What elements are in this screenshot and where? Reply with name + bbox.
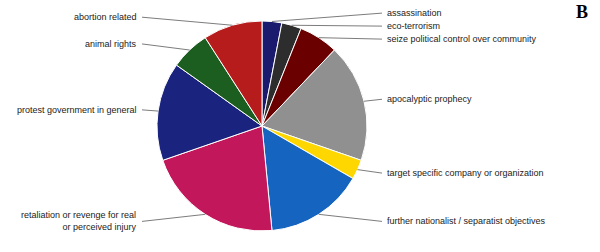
svg-text:target specific company or org: target specific company or organization [387, 168, 544, 178]
svg-text:abortion related: abortion related [74, 12, 137, 22]
svg-text:assassination: assassination [387, 8, 442, 18]
svg-text:seize political control over c: seize political control over community [387, 34, 537, 44]
svg-text:eco-terrorism: eco-terrorism [387, 21, 440, 31]
svg-text:B: B [576, 2, 588, 22]
svg-text:protest government in general: protest government in general [17, 105, 137, 115]
svg-text:apocalyptic prophecy: apocalyptic prophecy [387, 94, 472, 104]
svg-text:retaliation or revenge for rea: retaliation or revenge for realor percei… [21, 210, 137, 232]
svg-text:animal rights: animal rights [85, 39, 137, 49]
svg-text:further nationalist / separati: further nationalist / separatist objecti… [387, 216, 546, 226]
